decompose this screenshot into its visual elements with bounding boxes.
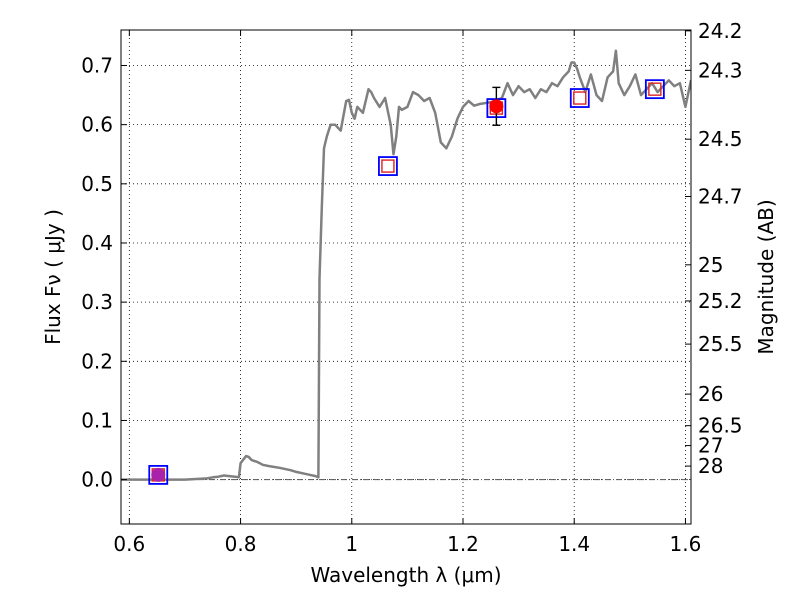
x-tick-label: 0.6 — [113, 532, 145, 556]
spectrum-line — [121, 49, 691, 481]
synthetic-photometry-marker — [381, 159, 395, 173]
grid — [121, 30, 691, 524]
observed-flux-point — [151, 467, 166, 482]
y-axis-label: Flux Fν ( μJy ) — [41, 209, 65, 345]
y-tick-label: 0.7 — [81, 53, 113, 77]
x-tick-label: 1.4 — [558, 532, 590, 556]
axis-ticks: 0.6 0.8 1 1.2 1.4 1.6 0.0 0.1 0.2 0.3 0.4 0.5 0.6 0.7… — [81, 19, 742, 556]
plot-area — [121, 49, 691, 485]
model-photometry-marker — [148, 464, 169, 485]
x-axis-label: Wavelength λ (μm) — [310, 563, 501, 587]
y-tick-label: 0.5 — [81, 172, 113, 196]
magnitude-tick-label: 25.5 — [698, 332, 743, 356]
x-tick-label: 1.6 — [670, 532, 702, 556]
x-tick-label: 0.8 — [225, 532, 257, 556]
magnitude-tick-label: 24.7 — [698, 184, 743, 208]
observed-flux-point — [489, 99, 504, 114]
x-tick-label: 1 — [345, 532, 358, 556]
y-tick-label: 0.2 — [81, 349, 113, 373]
magnitude-tick-label: 24.5 — [698, 127, 743, 151]
model-photometry-marker — [569, 88, 590, 108]
magnitude-tick-label: 24.2 — [698, 19, 743, 43]
magnitude-tick-label: 28 — [698, 454, 723, 478]
magnitude-axis-label: Magnitude (AB) — [754, 199, 778, 354]
magnitude-tick-label: 25 — [698, 253, 723, 277]
model-photometry-marker — [378, 156, 398, 176]
magnitude-tick-label: 27 — [698, 434, 723, 458]
y-tick-label: 0.1 — [81, 408, 113, 432]
plot-frame — [120, 29, 692, 525]
y-tick-label: 0.3 — [81, 290, 113, 314]
model-photometry-marker — [644, 79, 665, 100]
magnitude-tick-label: 26.5 — [698, 414, 743, 438]
magnitude-tick-label: 26 — [698, 382, 723, 406]
y-tick-label: 0.4 — [81, 231, 113, 255]
x-tick-label: 1.2 — [447, 532, 479, 556]
synthetic-photometry-marker — [648, 82, 662, 96]
magnitude-tick-label: 25.2 — [698, 289, 743, 313]
synthetic-photometry-marker — [573, 91, 587, 105]
y-tick-label: 0.6 — [81, 113, 113, 137]
magnitude-tick-label: 24.3 — [698, 58, 743, 82]
y-tick-label: 0.0 — [81, 468, 113, 492]
